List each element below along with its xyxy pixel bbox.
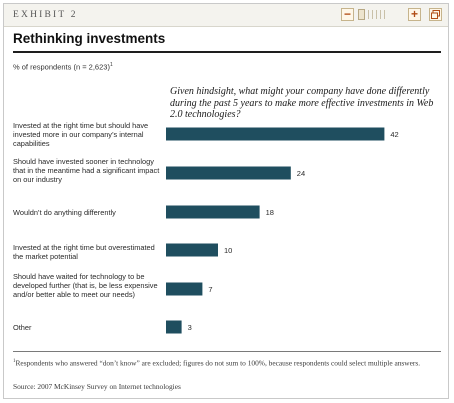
- category-label: Should have invested sooner in technolog…: [13, 157, 160, 185]
- bar: [166, 166, 291, 180]
- exhibit-toolbar: EXHIBIT 2 − +: [4, 4, 448, 27]
- bar: [166, 205, 260, 219]
- expand-window-button[interactable]: [429, 8, 442, 21]
- footnote: 1Respondents who answered “don’t know” a…: [13, 357, 438, 368]
- category-label: Other: [13, 323, 32, 332]
- respondents-footnote-mark: 1: [109, 62, 113, 68]
- category-label: Invested at the right time but should ha…: [13, 121, 149, 149]
- exhibit-panel: EXHIBIT 2 − + Rethinking investments % o…: [3, 3, 449, 399]
- zoom-tick: [384, 10, 385, 19]
- zoom-slider-handle[interactable]: [358, 9, 365, 20]
- zoom-in-button[interactable]: +: [408, 8, 421, 21]
- category-label: Should have waited for technology to be …: [13, 272, 158, 300]
- bar-chart: 42 24 18 10 7 3: [166, 127, 399, 334]
- expand-icon: [431, 10, 440, 19]
- bar-value-label: 24: [297, 169, 305, 178]
- bar: [166, 243, 218, 257]
- respondents-note: % of respondents (n = 2,623)1: [13, 62, 113, 72]
- bar-value-label: 3: [188, 323, 192, 332]
- zoom-control[interactable]: − +: [341, 8, 421, 21]
- source-note: Source: 2007 McKinsey Survey on Internet…: [13, 382, 181, 391]
- bar: [166, 282, 203, 296]
- zoom-tick: [380, 10, 381, 19]
- category-label: Wouldn’t do anything differently: [13, 208, 116, 217]
- zoom-tick: [376, 10, 377, 19]
- bar-value-label: 7: [208, 285, 212, 294]
- title-rule: [13, 51, 441, 53]
- footnote-mark: 1: [13, 359, 16, 364]
- zoom-tick: [368, 10, 369, 19]
- bar-value-label: 10: [224, 246, 232, 255]
- zoom-tick: [372, 10, 373, 19]
- zoom-slider[interactable]: [356, 9, 406, 20]
- category-label: Invested at the right time but overestim…: [13, 243, 155, 262]
- footnote-text: Respondents who answered “don’t know” ar…: [15, 358, 421, 368]
- bar: [166, 320, 182, 334]
- bar-value-label: 18: [266, 208, 274, 217]
- bar: [166, 127, 385, 141]
- zoom-out-button[interactable]: −: [341, 8, 354, 21]
- bar-value-label: 42: [390, 130, 398, 139]
- exhibit-title: Rethinking investments: [13, 31, 166, 46]
- footer-rule: [13, 351, 441, 352]
- survey-question: Given hindsight, what might your company…: [170, 86, 434, 120]
- respondents-note-text: % of respondents (n = 2,623): [13, 62, 110, 72]
- exhibit-number: EXHIBIT 2: [13, 10, 78, 20]
